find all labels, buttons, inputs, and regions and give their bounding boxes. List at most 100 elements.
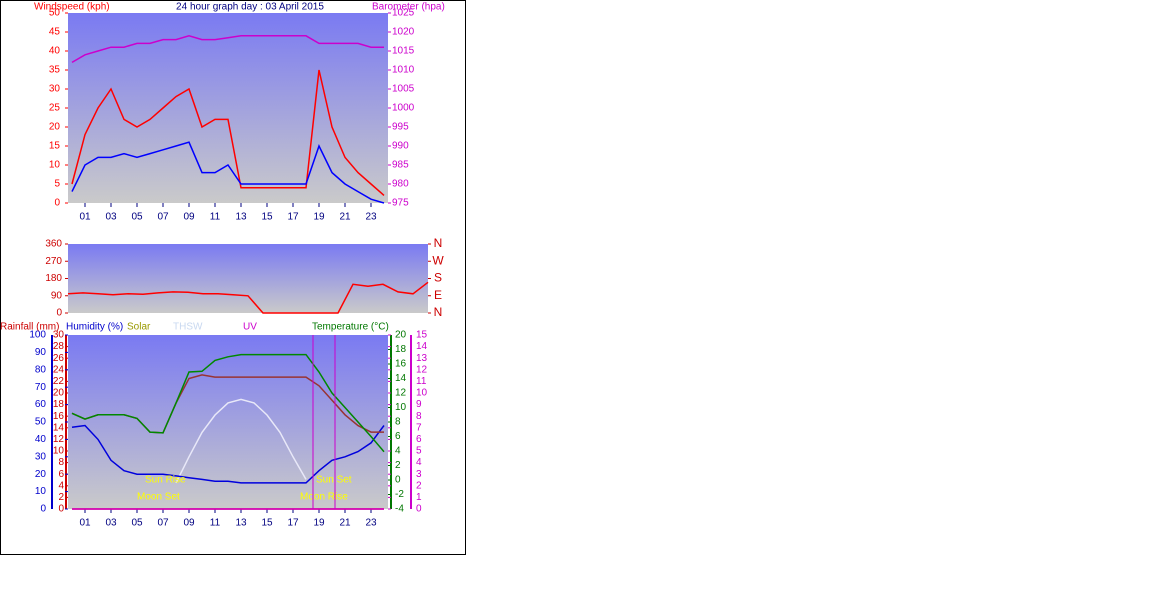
y-tick-label: 0 xyxy=(58,504,64,515)
series-label: THSW xyxy=(173,322,203,333)
y-tick-label: 1020 xyxy=(392,27,415,38)
x-tick-label: 15 xyxy=(261,212,273,223)
y-tick-label: 10 xyxy=(53,446,65,457)
x-tick-label: 13 xyxy=(235,518,247,529)
y-tick-label: 11 xyxy=(416,376,427,387)
y-tick-label: 0 xyxy=(395,475,401,486)
y-tick-label: 25 xyxy=(49,103,61,114)
y-tick-label: 14 xyxy=(395,373,407,384)
axis-title: UV xyxy=(243,322,257,333)
y-tick-label: 20 xyxy=(35,469,47,480)
y-tick-label: 40 xyxy=(35,434,47,445)
y-tick-label: 70 xyxy=(35,382,47,393)
y-tick-label: 4 xyxy=(416,457,422,468)
y-tick-label: 20 xyxy=(53,388,65,399)
y-tick-label: 2 xyxy=(416,480,422,491)
chart-title: 24 hour graph day : 03 April 2015 xyxy=(176,2,324,13)
y-tick-label: 2 xyxy=(58,492,64,503)
y-tick-label: 3 xyxy=(416,469,422,480)
y-tick-label: 1010 xyxy=(392,65,415,76)
y-tick-label: 90 xyxy=(51,290,63,301)
y-tick-label: 15 xyxy=(49,141,61,152)
annotation: Sun Set xyxy=(316,475,352,486)
axis-title: Rainfall (mm) xyxy=(0,322,59,333)
x-tick-label: 19 xyxy=(313,518,325,529)
y-tick-label: 8 xyxy=(395,417,401,428)
y-tick-label: 1015 xyxy=(392,46,415,57)
series-line xyxy=(71,141,385,204)
axis-title: Humidity (%) xyxy=(66,322,123,333)
x-tick-label: 01 xyxy=(79,518,91,529)
y-tick-label: 12 xyxy=(53,434,65,445)
y-tick-label: 12 xyxy=(416,364,428,375)
y-tick-label: 18 xyxy=(53,399,65,410)
x-tick-label: 07 xyxy=(157,212,169,223)
x-tick-label: 03 xyxy=(105,518,117,529)
y-tick-label: 45 xyxy=(49,27,61,38)
y-tick-label: 90 xyxy=(35,347,47,358)
series-label: Solar xyxy=(127,322,151,333)
plot-area xyxy=(68,244,428,313)
y-tick-label: 14 xyxy=(53,422,65,433)
plot-area xyxy=(68,13,388,203)
x-tick-label: 17 xyxy=(287,518,299,529)
x-tick-label: 23 xyxy=(365,212,377,223)
axis-title: Windspeed (kph) xyxy=(34,2,110,13)
x-tick-label: 13 xyxy=(235,212,247,223)
series-line xyxy=(67,281,429,314)
y-tick-label: 8 xyxy=(58,457,64,468)
x-tick-label: 03 xyxy=(105,212,117,223)
y-tick-label: 60 xyxy=(35,399,47,410)
y-tick-label: 1000 xyxy=(392,103,415,114)
y-tick-label: 0 xyxy=(56,308,62,319)
y-tick-label: 4 xyxy=(58,480,64,491)
y-tick-label: N xyxy=(434,305,443,319)
y-tick-label: E xyxy=(434,288,442,302)
y-tick-label: 985 xyxy=(392,160,409,171)
x-tick-label: 11 xyxy=(210,518,221,529)
y-tick-label: 1025 xyxy=(392,8,415,19)
y-tick-label: 1005 xyxy=(392,84,415,95)
y-tick-label: 1 xyxy=(416,492,422,503)
y-tick-label: 6 xyxy=(58,469,64,480)
y-tick-label: S xyxy=(434,271,442,285)
y-tick-label: 10 xyxy=(395,402,407,413)
y-tick-label: 5 xyxy=(54,179,60,190)
y-tick-label: 18 xyxy=(395,344,407,355)
y-tick-label: 20 xyxy=(395,330,407,341)
annotation: Moon Set xyxy=(137,492,180,503)
y-tick-label: -2 xyxy=(395,489,404,500)
y-tick-label: 995 xyxy=(392,122,409,133)
y-tick-label: 10 xyxy=(416,388,428,399)
y-tick-label: 7 xyxy=(416,422,422,433)
y-tick-label: 5 xyxy=(416,446,422,457)
y-tick-label: 28 xyxy=(53,341,65,352)
y-tick-label: 35 xyxy=(49,65,61,76)
x-tick-label: 11 xyxy=(210,212,221,223)
y-tick-label: 975 xyxy=(392,198,409,209)
y-tick-label: 30 xyxy=(35,451,47,462)
y-tick-label: 9 xyxy=(416,399,422,410)
y-tick-label: 8 xyxy=(416,411,422,422)
y-tick-label: 12 xyxy=(395,388,407,399)
y-tick-label: 10 xyxy=(49,160,61,171)
y-tick-label: 80 xyxy=(35,364,47,375)
y-tick-label: W xyxy=(432,253,444,267)
series-line xyxy=(71,424,385,484)
y-tick-label: 26 xyxy=(53,353,65,364)
series-line xyxy=(71,69,385,196)
y-tick-label: 4 xyxy=(395,446,401,457)
y-tick-label: 10 xyxy=(35,486,47,497)
x-tick-label: 23 xyxy=(365,518,377,529)
y-tick-label: 50 xyxy=(35,417,47,428)
y-tick-label: 24 xyxy=(53,364,65,375)
x-tick-label: 05 xyxy=(131,212,143,223)
y-tick-label: 20 xyxy=(49,122,61,133)
x-tick-label: 09 xyxy=(183,518,195,529)
y-tick-label: 360 xyxy=(45,239,62,250)
y-tick-label: 16 xyxy=(53,411,65,422)
y-tick-label: 6 xyxy=(395,431,401,442)
axis-title: Temperature (°C) xyxy=(312,322,389,333)
y-tick-label: 990 xyxy=(392,141,409,152)
